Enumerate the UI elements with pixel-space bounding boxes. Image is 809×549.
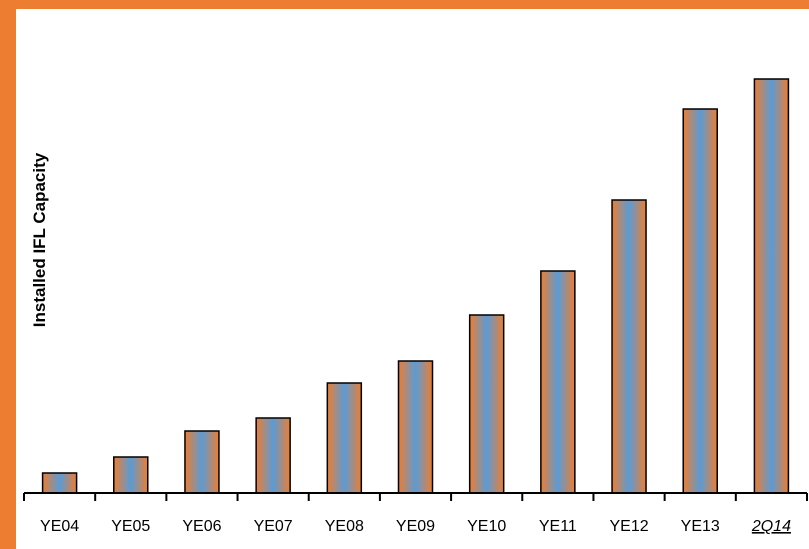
bar-ye10 (468, 314, 505, 494)
bar-ye06 (184, 430, 220, 494)
bar-ye09 (397, 360, 434, 494)
bar-ye04 (41, 472, 78, 494)
x-tick-label: YE13 (681, 518, 720, 535)
bar-ye12 (611, 199, 647, 494)
x-tick-label: YE12 (609, 518, 648, 535)
bar-ye08 (326, 382, 363, 494)
x-tick-label: YE07 (254, 518, 293, 535)
x-tick-label: YE06 (182, 518, 221, 535)
x-tick-label: YE04 (40, 518, 79, 535)
bar-ye13 (682, 108, 718, 494)
bar-ye11 (540, 270, 576, 494)
x-tick-label: YE08 (325, 518, 364, 535)
x-tick-label: YE09 (396, 518, 435, 535)
x-tick-label: YE11 (539, 518, 577, 535)
bar-ye07 (255, 417, 291, 494)
x-tick-label: YE05 (111, 518, 150, 535)
bar-2q14 (753, 78, 790, 494)
bar-ye05 (113, 456, 149, 494)
x-tick-label: YE10 (467, 518, 506, 535)
x-tick-label: 2Q14 (751, 518, 791, 535)
